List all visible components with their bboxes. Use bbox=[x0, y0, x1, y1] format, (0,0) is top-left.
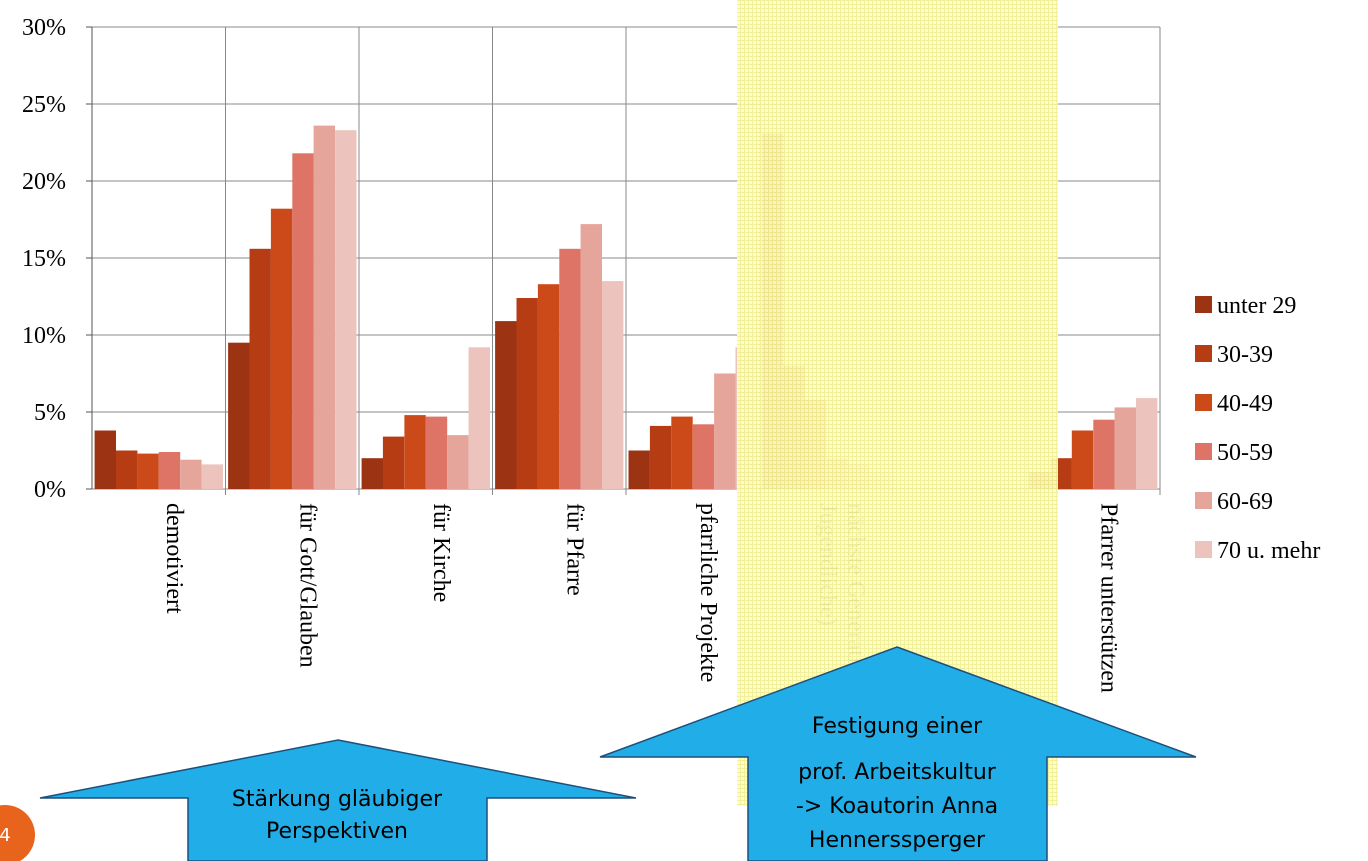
bar bbox=[628, 450, 650, 489]
callout-left-line-2: Perspektiven bbox=[266, 819, 408, 844]
bar bbox=[137, 453, 159, 489]
bar bbox=[313, 125, 335, 489]
legend-label: unter 29 bbox=[1217, 293, 1296, 319]
callout-right-line-2: prof. Arbeitskultur bbox=[798, 760, 997, 785]
bar bbox=[335, 130, 357, 489]
bar bbox=[468, 347, 490, 489]
bar bbox=[714, 373, 736, 489]
bar bbox=[447, 435, 469, 489]
legend-swatch bbox=[1195, 296, 1212, 313]
legend-label: 30-39 bbox=[1217, 342, 1273, 368]
y-tick-label: 30% bbox=[22, 15, 66, 41]
legend-label: 40-49 bbox=[1217, 391, 1273, 417]
bar bbox=[559, 248, 581, 489]
bar bbox=[671, 416, 693, 489]
category-label: für Pfarre bbox=[561, 503, 587, 596]
legend-swatch bbox=[1195, 443, 1212, 460]
bar bbox=[292, 153, 314, 490]
legend-swatch bbox=[1195, 541, 1212, 558]
category-label: pfarrliche Projekte bbox=[695, 503, 721, 682]
bar bbox=[516, 298, 538, 489]
slide-number-circle bbox=[0, 805, 35, 861]
y-tick-label: 25% bbox=[22, 92, 66, 118]
callout-arrow-right: Festigung einer prof. Arbeitskultur -> K… bbox=[599, 646, 1197, 861]
bar bbox=[649, 425, 672, 489]
y-tick-label: 15% bbox=[22, 246, 66, 272]
legend-label: 50-59 bbox=[1217, 440, 1273, 466]
bar bbox=[180, 459, 202, 489]
legend-swatch bbox=[1195, 345, 1212, 362]
bar bbox=[116, 450, 138, 489]
slide-number-badge: 4 bbox=[0, 805, 35, 861]
bar bbox=[692, 424, 715, 489]
bar bbox=[158, 452, 181, 489]
bars bbox=[94, 125, 1158, 490]
legend-label: 70 u. mehr bbox=[1217, 538, 1320, 564]
legend-label: 60-69 bbox=[1217, 489, 1273, 515]
bar bbox=[425, 416, 448, 489]
bar bbox=[228, 342, 250, 489]
bar bbox=[495, 321, 517, 489]
y-axis: 0% 5% 10% 15% 20% 25% 30% bbox=[22, 15, 93, 503]
category-label: demotiviert bbox=[161, 503, 187, 614]
bar bbox=[270, 208, 293, 489]
callout-arrow-right-shape bbox=[599, 646, 1197, 861]
y-tick-label: 10% bbox=[22, 323, 66, 349]
bar bbox=[361, 458, 383, 489]
y-tick-label: 5% bbox=[34, 400, 66, 426]
callout-left-line-1: Stärkung gläubiger bbox=[232, 787, 443, 812]
bar bbox=[537, 284, 560, 489]
bar bbox=[1136, 398, 1158, 489]
callout-arrow-left: Stärkung gläubiger Perspektiven bbox=[39, 739, 637, 861]
callout-right-line-4: Hennerssperger bbox=[809, 828, 986, 853]
bar bbox=[580, 224, 602, 489]
callout-arrow-left-shape bbox=[39, 739, 637, 861]
y-tick-label: 0% bbox=[34, 477, 66, 503]
bar bbox=[249, 248, 271, 489]
category-label: Pfarrer unterstützen bbox=[1095, 503, 1121, 693]
legend-swatch bbox=[1195, 492, 1212, 509]
category-label: für Gott/Glauben bbox=[294, 503, 320, 668]
bar bbox=[1071, 430, 1094, 489]
bar bbox=[94, 430, 116, 489]
slide-number: 4 bbox=[0, 825, 11, 846]
category-label: für Kirche bbox=[428, 503, 454, 602]
bar bbox=[602, 281, 624, 489]
callout-right-line-1: Festigung einer bbox=[812, 714, 983, 739]
bar bbox=[1093, 419, 1115, 489]
legend: unter 29 30-39 40-49 50-59 60-69 70 u. mehr bbox=[1195, 293, 1320, 564]
callout-right-line-3: -> Koautorin Anna bbox=[796, 794, 998, 819]
bar bbox=[382, 436, 405, 489]
bar bbox=[1114, 407, 1136, 489]
bar bbox=[404, 415, 426, 489]
legend-swatch bbox=[1195, 394, 1212, 411]
bar bbox=[201, 464, 223, 489]
y-tick-label: 20% bbox=[22, 169, 66, 195]
